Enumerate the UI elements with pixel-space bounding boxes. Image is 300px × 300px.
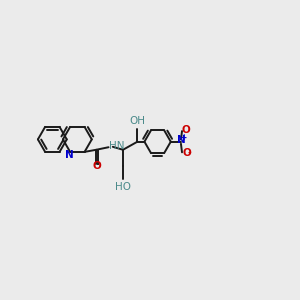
Text: HN: HN	[109, 141, 125, 151]
Text: HO: HO	[115, 182, 131, 192]
Text: O: O	[92, 161, 101, 171]
Text: N: N	[177, 135, 186, 146]
Text: O: O	[182, 125, 190, 135]
Text: +: +	[180, 134, 186, 142]
Text: O: O	[182, 148, 191, 158]
Text: -: -	[187, 149, 191, 158]
Text: N: N	[65, 150, 74, 160]
Text: OH: OH	[130, 116, 146, 126]
